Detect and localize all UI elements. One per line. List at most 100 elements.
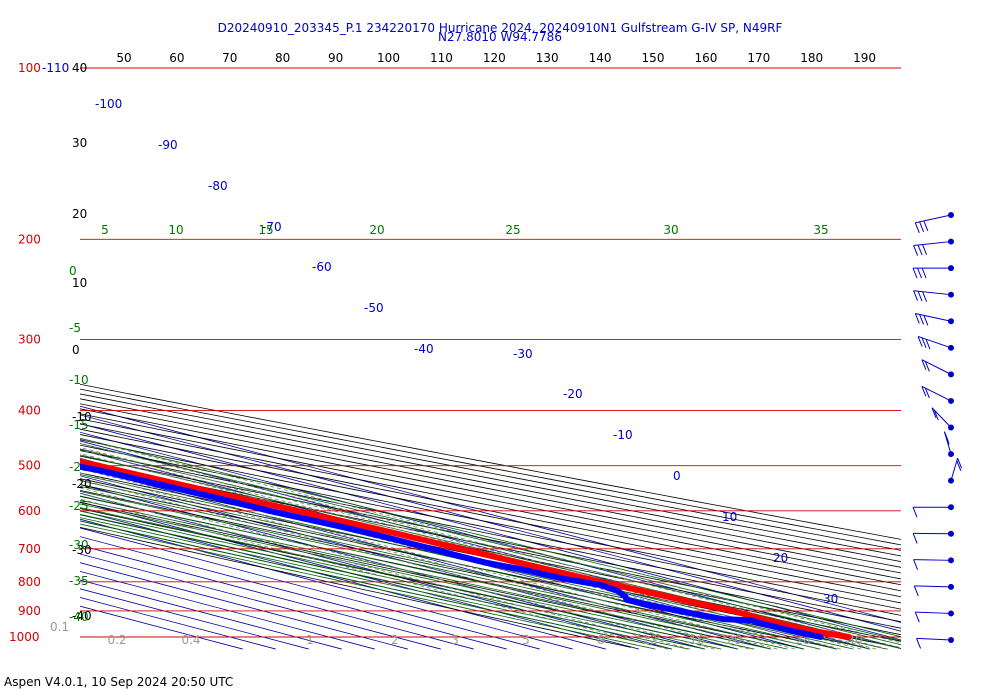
isotherm-line [80, 414, 901, 632]
top-axis-label: 180 [800, 51, 823, 65]
temperature-point [732, 609, 735, 613]
left-moist-label: -35 [69, 574, 89, 588]
mixing-ratio-line [80, 487, 715, 650]
top-axis-label: 120 [483, 51, 506, 65]
wind-barb-feather [944, 434, 950, 445]
isotherm-label: -90 [158, 138, 178, 152]
wind-barb-feather [931, 407, 937, 418]
top-axis-label: 100 [377, 51, 400, 65]
mixing-ratio-line [80, 457, 841, 650]
mixing-ratio-label: 3 [451, 633, 459, 647]
temperature-point [782, 623, 786, 626]
wind-barb-staff [915, 214, 952, 224]
top-axis-label: 90 [328, 51, 343, 65]
dewpoint-point [624, 595, 627, 598]
wind-barb-feather [919, 221, 925, 233]
dry-adiabat-line [80, 413, 901, 574]
dry-adiabat-line [80, 398, 901, 557]
moist-adiabat-label: 35 [813, 223, 828, 237]
mixing-ratio-label: 0.4 [181, 633, 200, 647]
moist-adiabat-line [80, 437, 901, 638]
mixing-ratio-label: 8 [597, 633, 605, 647]
isotherm-line [80, 440, 870, 650]
isotherm-label: -30 [513, 347, 533, 361]
mixing-ratio-label: 20 [726, 633, 741, 647]
left-moist-label: -25 [69, 499, 89, 513]
dry-adiabat-line [80, 495, 798, 648]
left-temp-label: 30 [72, 136, 87, 150]
wind-barb-feather [912, 533, 918, 544]
top-axis-label: 70 [222, 51, 237, 65]
temperature-point [756, 616, 759, 619]
dewpoint-point [387, 536, 391, 540]
isotherm-line [80, 605, 243, 650]
wind-barb-feather [956, 460, 962, 472]
pressure-label: 100 [18, 61, 41, 75]
isotherm-label: -60 [312, 260, 332, 274]
wind-barb-staff [921, 385, 952, 402]
dry-adiabat-line [80, 423, 901, 586]
isotherm-line [80, 466, 771, 650]
isotherm-label: -70 [262, 220, 282, 234]
isotherm-label: 30 [823, 592, 838, 606]
temperature-point [96, 464, 100, 467]
temperature-point [382, 529, 385, 532]
chart-subtitle: N27.8010 W94.7786 [438, 30, 562, 44]
dry-adiabat-line [80, 478, 899, 648]
wind-barb-feather [912, 507, 918, 518]
mixing-ratio-label: 16 [689, 633, 704, 647]
moist-adiabat-label: 10 [168, 223, 183, 237]
wind-barb-feather [917, 267, 923, 279]
corner-isotherm-label: -110 [42, 61, 69, 75]
temperature-point [31, 449, 33, 451]
wind-barb-feather [917, 244, 923, 256]
wind-barb-feather [921, 267, 927, 279]
moist-adiabat-label: 5 [101, 223, 109, 237]
dewpoint-point [457, 554, 460, 557]
left-temp-label: 10 [72, 276, 87, 290]
mixing-ratio-line [80, 498, 669, 650]
moist-adiabat-line [80, 517, 689, 650]
dry-adiabat-line [80, 508, 732, 648]
moist-adiabat-label: 20 [369, 223, 384, 237]
temperature-point [531, 564, 534, 568]
wind-barb-staff [913, 241, 952, 247]
wind-barb-feather [923, 220, 929, 232]
moist-adiabat-label: 15 [258, 223, 273, 237]
dewpoint-point [625, 598, 628, 601]
left-moist-label: -30 [69, 538, 89, 552]
dewpoint-point [159, 483, 162, 486]
pressure-label: 800 [18, 575, 41, 589]
moist-adiabat-line [80, 490, 804, 650]
dewpoint-profile-line [80, 463, 824, 640]
wind-barb-feather [922, 244, 928, 255]
pressure-label: 400 [18, 404, 41, 418]
dry-adiabat-line [80, 383, 901, 540]
wind-barb-feather [933, 409, 939, 421]
temperature-point [295, 509, 299, 512]
top-axis-label: 60 [169, 51, 184, 65]
temperature-point [199, 488, 202, 491]
dry-adiabat-line [80, 489, 832, 648]
mixing-ratio-label: 2 [391, 633, 399, 647]
wind-barb-feather [923, 315, 929, 326]
wind-barb-feather [924, 361, 930, 372]
dewpoint-point [819, 635, 822, 639]
moist-adiabat-line [80, 503, 755, 650]
dewpoint-point [430, 547, 433, 551]
left-temp-label: -40 [72, 609, 92, 623]
isotherm-line [80, 562, 408, 650]
dewpoint-point [562, 577, 565, 580]
dry-adiabat-line [80, 526, 631, 648]
moist-adiabat-line [80, 507, 738, 650]
moist-adiabat-label: 25 [505, 223, 520, 237]
mixing-ratio-line [80, 453, 862, 650]
left-temp-label: -30 [72, 543, 92, 557]
wind-barb-feather [916, 638, 922, 649]
top-axis-label: 140 [589, 51, 612, 65]
wind-barb-feather [921, 386, 927, 397]
dry-adiabat-line [80, 388, 901, 546]
wind-barb-staff [950, 458, 959, 481]
wind-barb-feather [913, 585, 919, 597]
temperature-point [667, 595, 670, 598]
